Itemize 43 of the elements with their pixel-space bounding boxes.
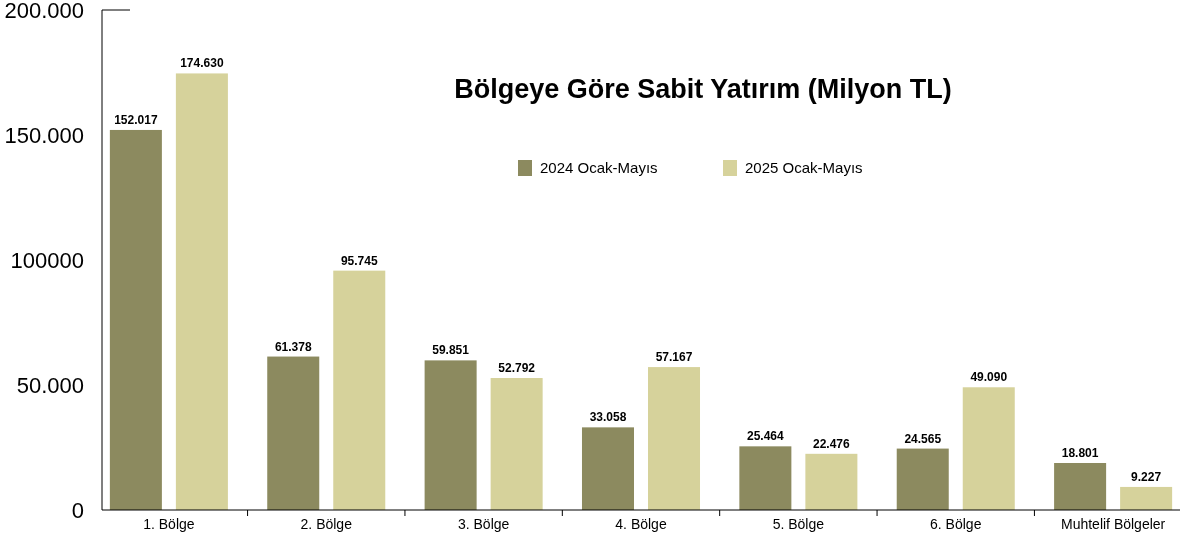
y-tick-label: 200.000: [4, 0, 84, 23]
x-tick-label: 3. Bölge: [457, 516, 510, 532]
data-label: 52.792: [498, 361, 536, 376]
bar: [1054, 463, 1107, 510]
y-tick-label: 0: [71, 497, 84, 523]
data-label: 95.745: [340, 253, 378, 268]
x-tick-label: 1. Bölge: [143, 516, 195, 532]
x-tick-label: 6. Bölge: [930, 516, 982, 532]
bar: [109, 129, 162, 510]
data-label: 18.801: [1061, 446, 1099, 460]
y-tick-label: 150.000: [4, 122, 84, 148]
y-tick-label: 50.000: [16, 372, 84, 398]
data-label: 59.851: [432, 343, 470, 358]
bar: [896, 448, 949, 510]
bar: [648, 367, 701, 510]
bar: [1120, 486, 1173, 510]
legend-label: 2024 Ocak-Mayıs: [540, 159, 658, 177]
y-tick-label: 100000: [10, 247, 84, 273]
bar: [805, 453, 858, 510]
data-label: 61.378: [274, 339, 312, 354]
x-tick-label: Muhtelif Bölgeler: [1060, 516, 1166, 532]
data-label: 49.090: [970, 370, 1008, 385]
data-label: 25.464: [747, 429, 785, 444]
bar: [490, 378, 543, 510]
legend-label: 2025 Ocak-Mayıs: [745, 159, 863, 177]
x-tick-label: 4. Bölge: [615, 516, 667, 532]
data-label: 24.565: [904, 431, 942, 446]
bar: [267, 356, 320, 510]
text: Bölgeye Göre Sabit Yatırım (Milyon TL): [454, 74, 952, 104]
data-label: 9.227: [1131, 469, 1162, 484]
bar: [175, 73, 228, 510]
x-tick-label: 5. Bölge: [772, 516, 825, 532]
data-label: 57.167: [655, 350, 693, 365]
bar: [739, 446, 792, 510]
x-tick-label: 2. Bölge: [300, 516, 353, 532]
data-label: 33.058: [589, 410, 627, 425]
data-label: 152.017: [114, 112, 158, 127]
bar: [962, 387, 1015, 510]
bar: [581, 427, 634, 510]
data-label: 174.630: [180, 56, 224, 71]
bar: [333, 270, 386, 510]
data-label: 22.476: [813, 436, 851, 451]
bar: [424, 360, 477, 510]
